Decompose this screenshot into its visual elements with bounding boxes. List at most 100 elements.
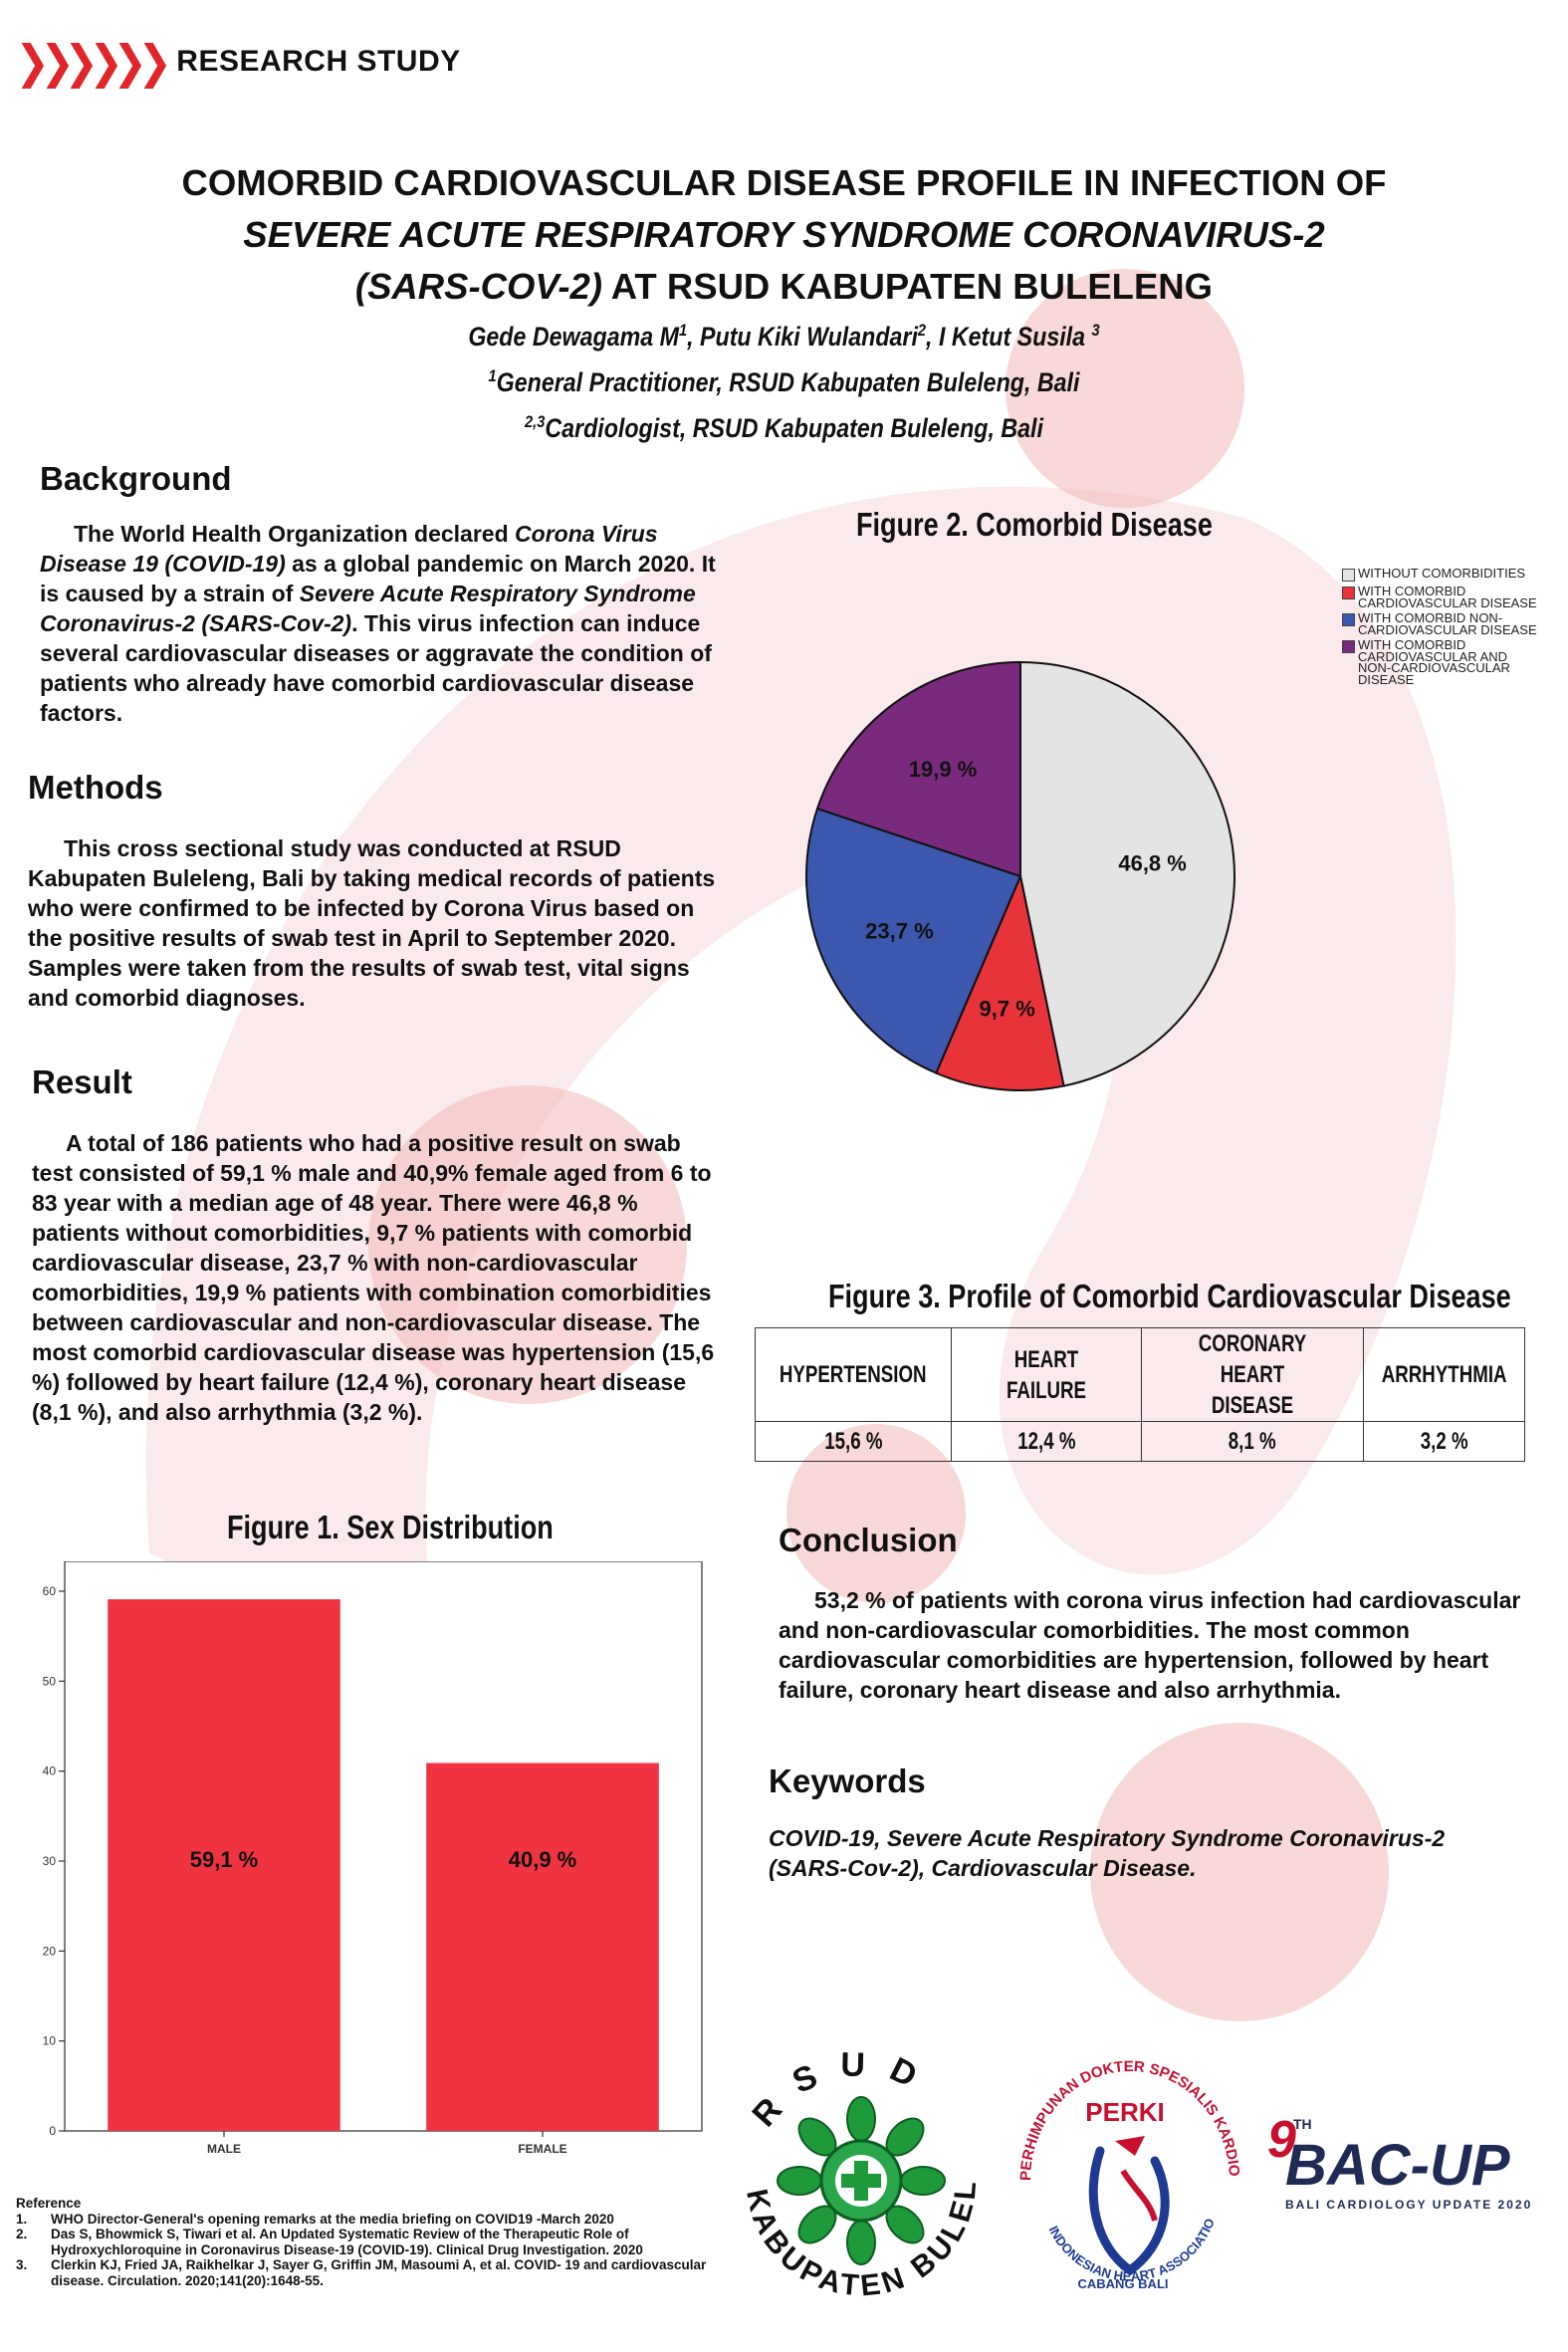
references-heading: Reference [16,2196,82,2211]
author-3-sup: 3 [1091,321,1100,340]
keywords-text: COVID-19, Severe Acute Respiratory Syndr… [769,1825,1446,1881]
legend-swatch [1342,587,1355,599]
comorbid-cv-table: HYPERTENSION HEART FAILURE CORONARY HEAR… [755,1327,1526,1462]
methods-text: This cross sectional study was conducted… [28,835,716,1011]
y-tick-label: 60 [43,1584,57,1598]
keywords-heading: Keywords [769,1763,926,1799]
tag-label: RESEARCH STUDY [176,45,461,78]
pie-slice-label: 19,9 % [909,757,978,782]
rsud-emblem-icon [777,2096,946,2265]
legend-item: With comorbid non-cardiovascular disease [1342,610,1541,637]
background-text-3: as a global pandemic on March 2020. It i… [40,551,716,606]
bar-value-label: 40,9 % [509,1847,577,1872]
legend-item: Without comorbidities [1342,566,1541,582]
figure-2-title: Figure 2. Comorbid Disease [856,506,1213,543]
background-text-2: Corona Virus Disease 19 (COVID-19) [40,521,658,577]
reference-item: 3. Clerkin KJ, Fried JA, Raikhelkar J, Sa… [16,2257,733,2288]
x-category-label: FEMALE [518,2142,566,2156]
legend-label: With comorbid non-cardiovascular disease [1358,610,1537,637]
affiliation-1: General Practitioner, RSUD Kabupaten Bul… [496,367,1080,397]
bar-value-label: 59,1 % [190,1847,259,1872]
bar-chart: 0 10 20 30 40 50 60 MALE FEMALE 59,1 % 40,9 % [43,1561,703,2156]
column-arrhythmia: ARRHYTHMIA [1381,1361,1507,1388]
bacup-logo: 9 TH BAC-UP BALI CARDIOLOGY UPDATE 2020 [1267,2111,1532,2212]
legend-label: Without comorbidities [1358,566,1526,581]
research-study-tag: ❯ ❯ ❯ ❯ ❯ ❯ RESEARCH STUDY [14,36,461,88]
conclusion-heading: Conclusion [779,1522,958,1558]
heart-icon [1088,2136,1170,2276]
title-line-3-italic: (SARS-COV-2) [354,266,602,307]
author-2: , Putu Kiki Wulandari [687,322,918,352]
reference-text: WHO Director-General's opening remarks a… [51,2211,614,2227]
value-heart-failure: 12,4 % [1016,1427,1076,1455]
reference-text: Clerkin KJ, Fried JA, Raikhelkar J, Saye… [51,2257,707,2288]
table-value-cell: 8,1 % [1141,1421,1364,1462]
author-1-sup: 1 [678,321,688,340]
pie-slice-label: 9,7 % [980,997,1035,1022]
reference-number: 3. [16,2257,28,2272]
background-text-1: The World Health Organization declared [74,521,516,547]
y-tick-label: 20 [43,1944,57,1958]
table-header-cell: CORONARY HEART DISEASE [1141,1327,1364,1422]
affiliation-2: Cardiologist, RSUD Kabupaten Buleleng, B… [545,413,1043,443]
background-text-4: Severe Acute Respiratory Syndrome Corona… [40,581,696,636]
perki-branch: CABANG BALI [1078,2276,1169,2291]
background-text: The World Health Organization declared C… [40,519,727,728]
legend-swatch [1342,569,1355,582]
value-coronary-heart-disease: 8,1 % [1229,1427,1276,1455]
author-3: , I Ketut Susila [926,322,1092,352]
rsud-logo: RSUD KABUPATEN BULELENG [727,2031,979,2303]
chevron-right-icon: ❯ ❯ ❯ ❯ ❯ ❯ [15,36,171,88]
y-tick-label: 40 [43,1764,57,1778]
result-heading: Result [32,1063,132,1100]
reference-item: 2. Das S, Bhowmick S, Tiwari et al. An Up… [16,2227,733,2257]
bar [426,1763,659,2131]
methods-heading: Methods [28,769,163,806]
legend-label: With comorbid cardiovascular and non-car… [1358,637,1510,687]
author-2-sup: 2 [917,321,927,340]
bar [108,1599,340,2131]
conclusion-text: 53,2 % of patients with corona virus inf… [779,1587,1521,1703]
y-tick-label: 10 [43,2034,57,2048]
y-tick-label: 30 [43,1854,57,1868]
figure-1-title: Figure 1. Sex Distribution [227,1509,554,1545]
pie-slice [1019,660,1235,1087]
title-line-2: SEVERE ACUTE RESPIRATORY SYNDROME CORONA… [243,214,1325,255]
legend-item: With comorbid cardiovascular disease [1342,584,1541,610]
y-tick-label: 0 [49,2124,56,2138]
column-coronary-heart-disease: CORONARY HEART DISEASE [1198,1330,1307,1419]
y-tick-label: 50 [43,1674,57,1688]
reference-item: 1. WHO Director-General's opening remarks… [16,2212,733,2228]
value-arrhythmia: 3,2 % [1420,1427,1468,1455]
title-line-1: COMORBID CARDIOVASCULAR DISEASE PROFILE … [181,162,1387,203]
column-heart-failure: HEART FAILURE [1006,1345,1087,1404]
figure-3-title: Figure 3. Profile of Comorbid Cardiovasc… [828,1278,1511,1314]
background-heading: Background [40,460,232,497]
pie-slice [805,807,1022,1074]
table-value-cell: 15,6 % [755,1421,952,1462]
background-text-5: . This virus infection can induce severa… [40,610,712,726]
affiliation-1-sup: 1 [488,366,497,385]
pie-slice [935,872,1065,1091]
pie-slice-label: 46,8 % [1118,850,1187,875]
bacup-number: 9 [1267,2111,1296,2169]
poster-title: COMORBID CARDIOVASCULAR DISEASE PROFILE … [40,157,1528,313]
result-text: A total of 186 patients who had a positi… [32,1130,715,1425]
table-header-cell: HEART FAILURE [951,1327,1142,1422]
reference-text: Das S, Bhowmick S, Tiwari et al. An Upda… [51,2227,643,2257]
pie-slice [815,660,1021,878]
reference-number: 1. [16,2211,28,2227]
perki-name: PERKI [1085,2097,1164,2127]
legend-swatch [1342,613,1355,626]
title-line-3: AT RSUD KABUPATEN BULELENG [602,266,1214,307]
bacup-name: BAC-UP [1285,2133,1510,2198]
value-hypertension: 15,6 % [823,1427,883,1455]
authors-block: Gede Dewagama M1, Putu Kiki Wulandari2, … [110,311,1458,448]
bacup-subtitle: BALI CARDIOLOGY UPDATE 2020 [1285,2198,1532,2212]
references: Reference 1. WHO Director-General's openi… [16,2196,733,2288]
legend-item: With comorbid cardiovascular and non-car… [1342,637,1541,687]
legend-label: With comorbid cardiovascular disease [1358,584,1537,610]
table-header-cell: HYPERTENSION [755,1327,952,1422]
table-value-cell: 3,2 % [1362,1421,1526,1462]
column-hypertension: HYPERTENSION [780,1361,927,1388]
